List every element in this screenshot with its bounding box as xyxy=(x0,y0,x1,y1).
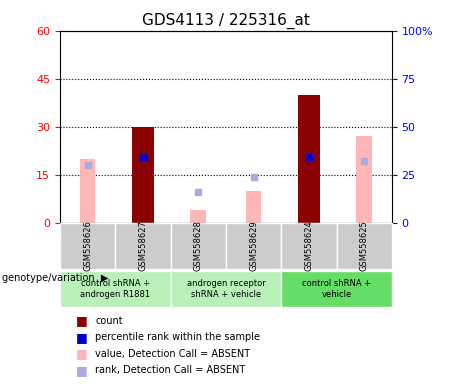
Text: rank, Detection Call = ABSENT: rank, Detection Call = ABSENT xyxy=(95,365,246,375)
Text: GSM558624: GSM558624 xyxy=(304,220,313,271)
Bar xyxy=(171,223,226,269)
Text: GSM558627: GSM558627 xyxy=(138,220,148,271)
Text: ■: ■ xyxy=(76,331,88,344)
Text: genotype/variation  ▶: genotype/variation ▶ xyxy=(2,273,109,283)
Text: GSM558625: GSM558625 xyxy=(360,220,369,271)
Text: GSM558628: GSM558628 xyxy=(194,220,203,271)
Bar xyxy=(298,95,320,223)
Text: percentile rank within the sample: percentile rank within the sample xyxy=(95,332,260,342)
Bar xyxy=(60,223,115,269)
Text: ■: ■ xyxy=(76,364,88,377)
Text: GSM558626: GSM558626 xyxy=(83,220,92,271)
Bar xyxy=(337,223,392,269)
Title: GDS4113 / 225316_at: GDS4113 / 225316_at xyxy=(142,13,310,29)
Text: androgen receptor
shRNA + vehicle: androgen receptor shRNA + vehicle xyxy=(187,279,265,299)
Bar xyxy=(226,223,281,269)
Text: GSM558629: GSM558629 xyxy=(249,220,258,271)
Text: ■: ■ xyxy=(76,314,88,327)
Text: control shRNA +
androgen R1881: control shRNA + androgen R1881 xyxy=(80,279,150,299)
Bar xyxy=(281,223,337,269)
Text: value, Detection Call = ABSENT: value, Detection Call = ABSENT xyxy=(95,349,250,359)
Text: ■: ■ xyxy=(76,347,88,360)
Bar xyxy=(246,191,261,223)
Bar xyxy=(60,271,171,307)
Bar xyxy=(171,271,281,307)
Text: count: count xyxy=(95,316,123,326)
Text: control shRNA +
vehicle: control shRNA + vehicle xyxy=(302,279,371,299)
Bar xyxy=(115,223,171,269)
Bar xyxy=(190,210,206,223)
Bar xyxy=(356,136,372,223)
Bar xyxy=(80,159,95,223)
Bar xyxy=(132,127,154,223)
Bar xyxy=(281,271,392,307)
